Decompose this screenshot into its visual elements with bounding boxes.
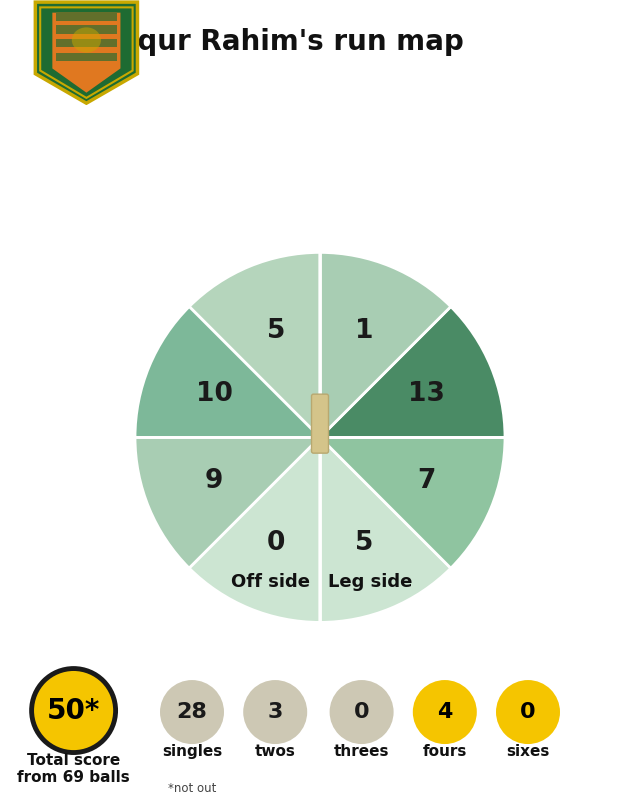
Text: Off side: Off side — [230, 573, 310, 590]
Circle shape — [413, 680, 477, 744]
Text: fours: fours — [422, 744, 467, 759]
Text: sixes: sixes — [506, 744, 550, 759]
Text: *not out: *not out — [168, 782, 216, 795]
Wedge shape — [135, 307, 320, 437]
Wedge shape — [135, 437, 320, 568]
Text: 0: 0 — [520, 702, 536, 722]
Text: 5: 5 — [267, 318, 285, 344]
Polygon shape — [52, 13, 120, 92]
Text: twos: twos — [255, 744, 296, 759]
Circle shape — [72, 28, 101, 53]
Text: 28: 28 — [177, 702, 207, 722]
Polygon shape — [56, 25, 117, 34]
FancyBboxPatch shape — [312, 394, 328, 453]
Circle shape — [330, 680, 394, 744]
Circle shape — [496, 680, 560, 744]
Wedge shape — [320, 307, 505, 437]
Wedge shape — [320, 437, 505, 568]
Text: singles: singles — [162, 744, 222, 759]
Wedge shape — [320, 437, 451, 622]
Text: 13: 13 — [408, 381, 444, 407]
Text: 5: 5 — [355, 531, 373, 556]
Text: 4: 4 — [437, 702, 452, 722]
Text: 3: 3 — [268, 702, 283, 722]
Text: 0: 0 — [267, 531, 285, 556]
Text: Leg side: Leg side — [328, 573, 412, 590]
Polygon shape — [35, 2, 138, 103]
Text: 10: 10 — [196, 381, 232, 407]
Polygon shape — [56, 13, 117, 21]
Text: 9: 9 — [205, 468, 223, 494]
Text: 1: 1 — [355, 318, 373, 344]
Polygon shape — [56, 53, 117, 61]
Circle shape — [160, 680, 224, 744]
Circle shape — [243, 680, 307, 744]
Text: Total score
from 69 balls: Total score from 69 balls — [17, 752, 130, 785]
Wedge shape — [189, 437, 320, 622]
Text: threes: threes — [334, 744, 389, 759]
Polygon shape — [56, 39, 117, 47]
Text: Mushfiqur Rahim's run map: Mushfiqur Rahim's run map — [32, 28, 464, 57]
Circle shape — [31, 668, 116, 752]
Wedge shape — [320, 253, 451, 437]
Wedge shape — [189, 253, 320, 437]
Text: 50*: 50* — [47, 697, 100, 725]
Text: 7: 7 — [417, 468, 435, 494]
Text: 0: 0 — [354, 702, 369, 722]
